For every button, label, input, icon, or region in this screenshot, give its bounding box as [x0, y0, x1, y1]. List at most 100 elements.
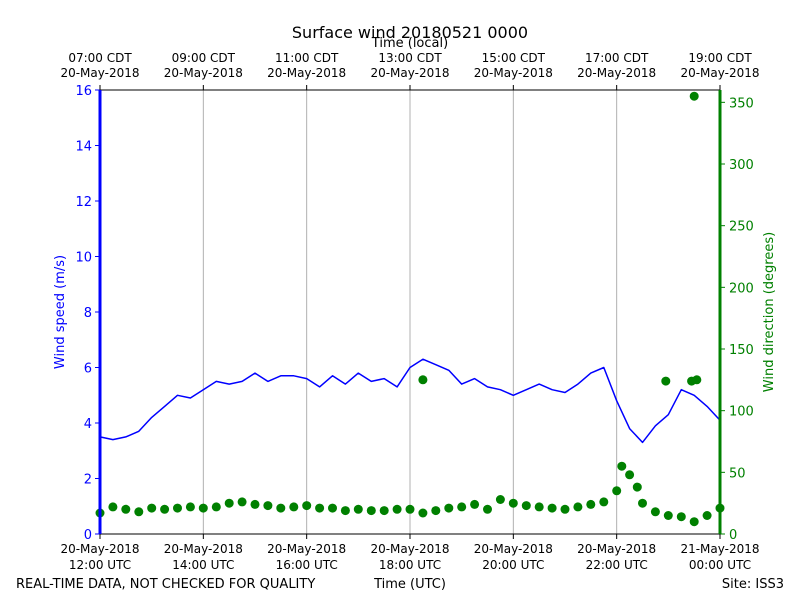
wind-direction-point	[250, 499, 260, 509]
wind-direction-point	[689, 91, 699, 101]
wind-direction-point	[237, 497, 247, 507]
x-tick-label-time: 14:00 UTC	[172, 558, 234, 572]
wind-direction-point	[418, 375, 428, 385]
wind-direction-point	[353, 504, 363, 514]
left-axis-label: Wind speed (m/s)	[53, 255, 68, 369]
wind-direction-point	[289, 502, 299, 512]
wind-direction-point	[663, 511, 673, 520]
y-tick-label: 8	[84, 306, 92, 321]
y-tick-label: 0	[84, 528, 92, 543]
wind-direction-point	[224, 498, 234, 508]
wind-direction-point	[599, 497, 609, 507]
wind-direction-point	[457, 502, 467, 512]
y-right-tick-label: 150	[729, 343, 754, 358]
x-top-tick-label-time: 11:00 CDT	[275, 51, 339, 65]
y-tick-label: 16	[75, 84, 92, 99]
y-tick-label: 12	[75, 195, 92, 210]
x-top-tick-label-date: 20-May-2018	[577, 66, 656, 80]
x-top-tick-label-time: 15:00 CDT	[482, 51, 546, 65]
x-top-tick-label-date: 20-May-2018	[164, 66, 243, 80]
y-right-tick-label: 350	[729, 96, 754, 111]
wind-direction-point	[276, 503, 286, 513]
y-tick-label: 6	[84, 362, 92, 377]
wind-direction-point	[198, 503, 208, 513]
x-tick-label-time: 18:00 UTC	[379, 558, 441, 572]
x-tick-label-time: 00:00 UTC	[689, 558, 751, 572]
right-axis-label: Wind direction (degrees)	[762, 232, 777, 392]
x-tick-label-date: 20-May-2018	[164, 542, 243, 556]
wind-direction-point	[418, 508, 428, 518]
wind-direction-point	[638, 498, 647, 508]
wind-direction-point	[508, 498, 518, 508]
x-tick-label-time: 16:00 UTC	[276, 558, 338, 572]
x-tick-label-date: 21-May-2018	[680, 542, 759, 556]
y-tick-label: 4	[84, 417, 92, 432]
wind-direction-point	[534, 502, 544, 512]
x-tick-label-date: 20-May-2018	[60, 542, 139, 556]
wind-direction-point	[495, 495, 505, 504]
x-top-tick-label-date: 20-May-2018	[370, 66, 449, 80]
wind-direction-point	[470, 499, 480, 509]
wind-direction-point	[650, 507, 660, 517]
wind-direction-point	[263, 501, 273, 511]
x-top-tick-label-time: 07:00 CDT	[68, 51, 132, 65]
y-right-tick-label: 0	[729, 528, 737, 543]
left-axis-ticks: 0 2 4 6 8 10 12 14 16	[75, 84, 100, 543]
wind-direction-point	[560, 504, 570, 514]
wind-direction-point	[692, 375, 702, 385]
y-right-tick-label: 300	[729, 158, 754, 173]
wind-direction-point	[702, 511, 712, 520]
wind-direction-point	[547, 503, 557, 513]
wind-direction-point	[392, 504, 402, 514]
y-right-tick-label: 200	[729, 281, 754, 296]
wind-direction-point	[211, 502, 221, 512]
wind-direction-point	[302, 501, 312, 511]
x-top-tick-label-time: 09:00 CDT	[172, 51, 236, 65]
y-right-tick-label: 100	[729, 405, 754, 420]
x-tick-label-date: 20-May-2018	[267, 542, 346, 556]
x-tick-label-date: 20-May-2018	[370, 542, 449, 556]
wind-direction-point	[689, 517, 699, 527]
wind-direction-point	[147, 503, 157, 513]
wind-direction-point	[121, 504, 131, 514]
wind-direction-point	[160, 504, 170, 514]
wind-direction-point	[573, 502, 583, 512]
wind-direction-point	[612, 486, 622, 496]
right-axis-ticks: 0 50 100 150 200 250 300 350	[720, 96, 754, 543]
x-tick-label-time: 22:00 UTC	[586, 558, 648, 572]
wind-speed-line	[99, 358, 721, 444]
wind-direction-point	[483, 504, 492, 514]
site-label: Site: ISS3	[722, 577, 784, 592]
wind-direction-point	[366, 506, 376, 516]
wind-direction-point	[632, 482, 642, 492]
x-tick-label-time: 12:00 UTC	[69, 558, 131, 572]
wind-direction-point	[340, 506, 350, 516]
wind-direction-point	[625, 470, 635, 480]
vertical-gridlines	[202, 90, 618, 534]
x-top-tick-label-date: 20-May-2018	[474, 66, 553, 80]
wind-direction-point	[676, 512, 686, 522]
bottom-axis-label: Time (UTC)	[373, 577, 446, 592]
chart-title: Surface wind 20180521 0000	[292, 23, 528, 42]
wind-direction-point	[444, 503, 454, 513]
x-top-tick-label-date: 20-May-2018	[60, 66, 139, 80]
quality-notice: REAL-TIME DATA, NOT CHECKED FOR QUALITY	[16, 577, 315, 592]
top-axis-label: Time (local)	[371, 36, 448, 51]
wind-direction-point	[617, 461, 627, 471]
x-top-tick-label-date: 20-May-2018	[680, 66, 759, 80]
x-top-tick-label-time: 17:00 CDT	[585, 51, 649, 65]
wind-direction-point	[661, 376, 671, 386]
y-tick-label: 2	[84, 473, 92, 488]
wind-direction-point	[134, 507, 144, 517]
x-tick-label-time: 20:00 UTC	[482, 558, 544, 572]
x-tick-label-date: 20-May-2018	[577, 542, 656, 556]
wind-direction-point	[108, 502, 118, 512]
plot-area	[95, 91, 725, 527]
wind-direction-point	[379, 506, 389, 516]
wind-direction-point	[315, 503, 325, 513]
bottom-axis-ticks: 20-May-2018 12:00 UTC 20-May-2018 14:00 UTC…	[60, 534, 760, 572]
x-top-tick-label-date: 20-May-2018	[267, 66, 346, 80]
y-tick-label: 10	[75, 251, 92, 266]
